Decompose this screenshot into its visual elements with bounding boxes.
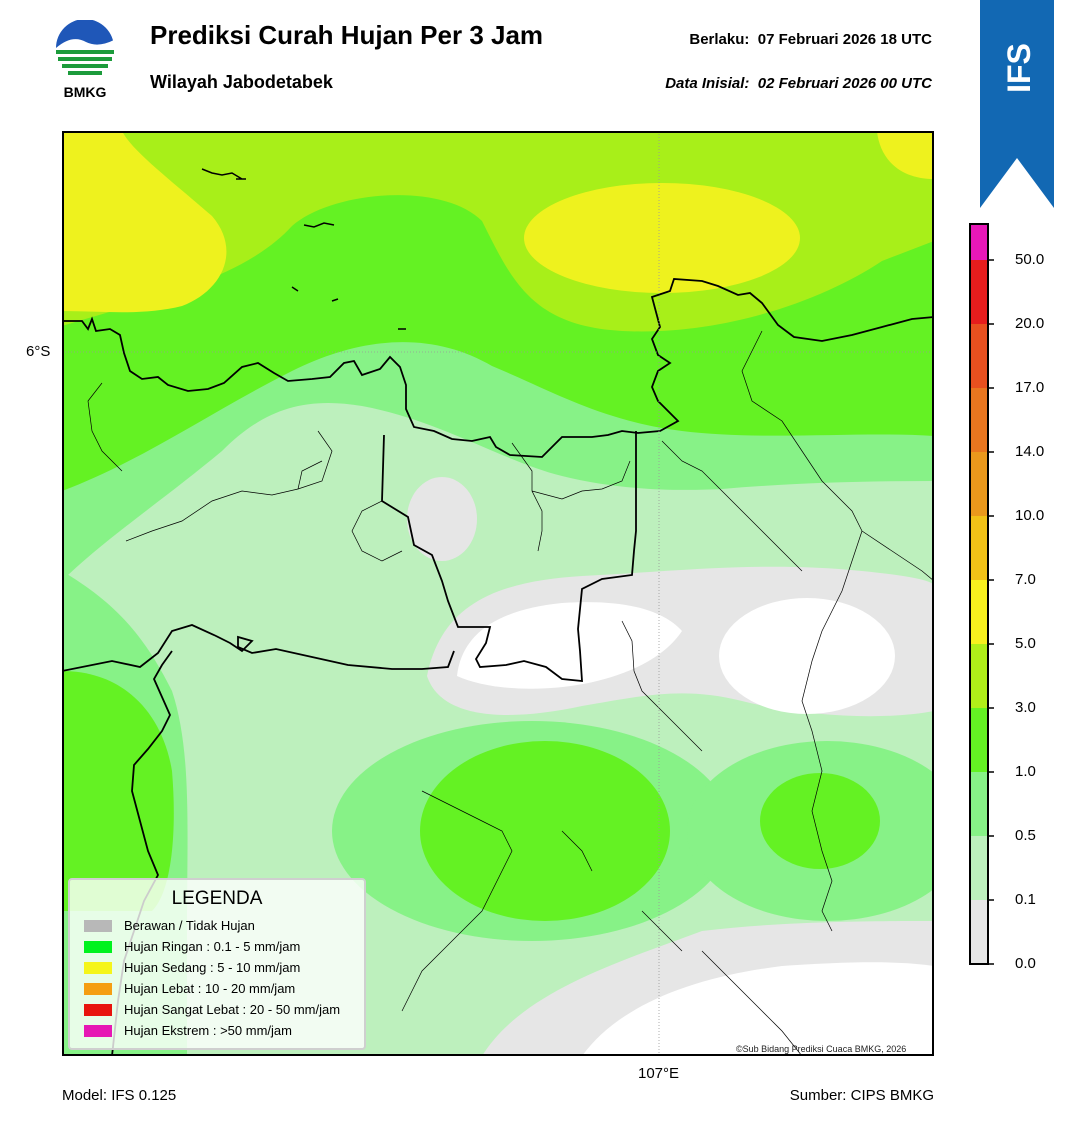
colorbar-tick-label: 50.0: [1015, 251, 1045, 268]
legend-title: LEGENDA: [171, 888, 263, 909]
colorbar-band: [970, 452, 988, 516]
colorbar-tick-label: 0.5: [1015, 827, 1036, 844]
moderate-rain-zone-northwest: [62, 131, 227, 313]
rain-zone-1mm-southeast: [760, 773, 880, 869]
light-rain-zone-east: [719, 598, 895, 714]
colorbar-tick-label: 20.0: [1015, 315, 1045, 332]
moderate-rain-zone-north: [524, 183, 800, 293]
island-1: [201, 168, 246, 180]
colorbar-tick-label: 3.0: [1015, 699, 1036, 716]
light-rain-zone-southeast: [582, 962, 934, 1056]
colorbar-tick-label: 5.0: [1015, 635, 1036, 652]
colorbar-tick-label: 7.0: [1015, 571, 1036, 588]
regency-borders: [87, 330, 934, 1056]
legend-swatch: [84, 983, 112, 995]
rainfall-map: [62, 131, 934, 1056]
legend-swatch: [84, 920, 112, 932]
colorbar-band: [970, 644, 988, 708]
page-subtitle: Wilayah Jabodetabek: [150, 72, 333, 92]
latitude-label: 6°S: [26, 343, 51, 360]
init-label: Data Inisial:: [665, 75, 750, 92]
legend-swatch: [84, 962, 112, 974]
copyright-text: ©Sub Bidang Prediksi Cuaca BMKG, 2026: [736, 1044, 907, 1054]
legend-label: Hujan Sangat Lebat : 20 - 50 mm/jam: [124, 1002, 341, 1017]
longitude-label: 107°E: [638, 1065, 680, 1082]
bmkg-logo: BMKG: [52, 19, 118, 102]
no-rain-zone-north: [407, 477, 477, 561]
light-rain-zone-center: [457, 602, 682, 689]
colorbar-band: [970, 388, 988, 452]
colorbar: [968, 222, 1030, 968]
init-time: Data Inisial: 02 Februari 2026 00 UTC: [665, 75, 932, 92]
colorbar-tick-label: 10.0: [1015, 507, 1045, 524]
legend-label: Hujan Ekstrem : >50 mm/jam: [124, 1023, 292, 1038]
colorbar-band: [970, 516, 988, 580]
legend-label: Hujan Ringan : 0.1 - 5 mm/jam: [124, 939, 301, 954]
init-value: 02 Februari 2026 00 UTC: [757, 75, 932, 92]
colorbar-band: [970, 900, 988, 964]
colorbar-band: [970, 324, 988, 388]
colorbar-band: [970, 224, 988, 260]
colorbar-tick-label: 17.0: [1015, 379, 1045, 396]
legend-label: Berawan / Tidak Hujan: [124, 918, 255, 933]
legend-label: Hujan Sedang : 5 - 10 mm/jam: [124, 960, 301, 975]
colorbar-tick-label: 1.0: [1015, 763, 1036, 780]
page-title: Prediksi Curah Hujan Per 3 Jam: [150, 20, 544, 50]
legend-swatch: [84, 1025, 112, 1037]
rain-zone-1mm-south: [420, 741, 670, 921]
colorbar-tick-label: 14.0: [1015, 443, 1045, 460]
logo-text: BMKG: [63, 84, 107, 100]
province-border: [381, 431, 637, 683]
colorbar-band: [970, 836, 988, 900]
colorbar-frame: [969, 223, 989, 965]
legend-box: LEGENDA Berawan / Tidak Hujan Hujan Ring…: [68, 878, 366, 1050]
province-border-west: [62, 624, 455, 672]
moderate-rain-zone-northeast: [877, 131, 934, 179]
valid-label: Berlaku:: [689, 31, 750, 48]
colorbar-tick-label: 0.1: [1015, 891, 1036, 908]
model-badge-text: IFS: [1001, 43, 1037, 93]
colorbar-band: [970, 708, 988, 772]
legend-swatch: [84, 941, 112, 953]
valid-value: 07 Februari 2026 18 UTC: [757, 31, 932, 48]
coastline: [62, 278, 934, 458]
colorbar-band: [970, 772, 988, 836]
rain-zone-1mm-west: [62, 671, 174, 911]
map-frame: [62, 131, 934, 1056]
valid-time: Berlaku: 07 Februari 2026 18 UTC: [689, 31, 932, 48]
island-2: [303, 222, 335, 228]
model-badge: IFS: [980, 0, 1054, 208]
source-info: Sumber: CIPS BMKG: [789, 1087, 934, 1104]
colorbar-band: [970, 260, 988, 324]
colorbar-tick-label: 0.0: [1015, 955, 1036, 972]
legend-label: Hujan Lebat : 10 - 20 mm/jam: [124, 981, 296, 996]
legend-swatch: [84, 1004, 112, 1016]
model-info: Model: IFS 0.125: [62, 1087, 177, 1104]
island-3: [291, 286, 406, 330]
colorbar-band: [970, 580, 988, 644]
